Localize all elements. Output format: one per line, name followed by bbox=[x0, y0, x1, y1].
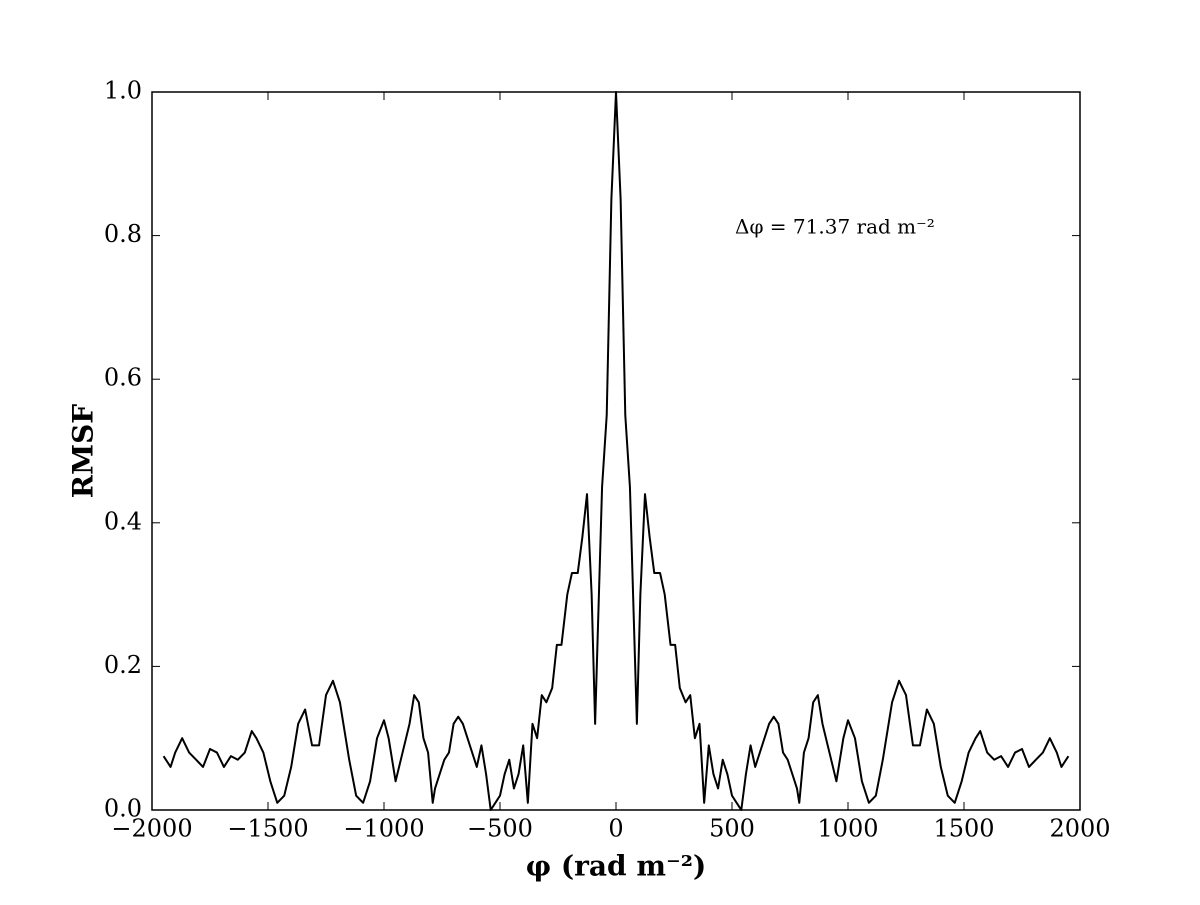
y-tick-label: 0.8 bbox=[104, 220, 142, 248]
y-tick-label: 0.4 bbox=[104, 507, 142, 535]
x-tick-label: 1000 bbox=[817, 815, 878, 843]
line bbox=[162, 91, 1070, 811]
y-tick-label: 0.0 bbox=[104, 795, 142, 823]
x-axis-label: φ (rad m⁻²) bbox=[526, 850, 706, 883]
x-tick-label: 1500 bbox=[933, 815, 994, 843]
x-tick-label: 500 bbox=[709, 815, 755, 843]
x-tick-label: −500 bbox=[467, 815, 533, 843]
x-tick-label: −1500 bbox=[227, 815, 308, 843]
y-tick-label: 0.2 bbox=[104, 651, 142, 679]
x-tick-label: −1000 bbox=[343, 815, 424, 843]
y-axis-label: RMSF bbox=[67, 404, 100, 498]
y-tick-label: 0.6 bbox=[104, 364, 142, 392]
y-tick-label: 1.0 bbox=[104, 77, 142, 105]
x-tick-label: 0 bbox=[608, 815, 623, 843]
plot-frame bbox=[151, 91, 1081, 811]
annotation: Δφ = 71.37 rad m⁻² bbox=[735, 215, 935, 239]
x-tick-label: −2000 bbox=[111, 815, 192, 843]
x-tick-label: 2000 bbox=[1049, 815, 1110, 843]
